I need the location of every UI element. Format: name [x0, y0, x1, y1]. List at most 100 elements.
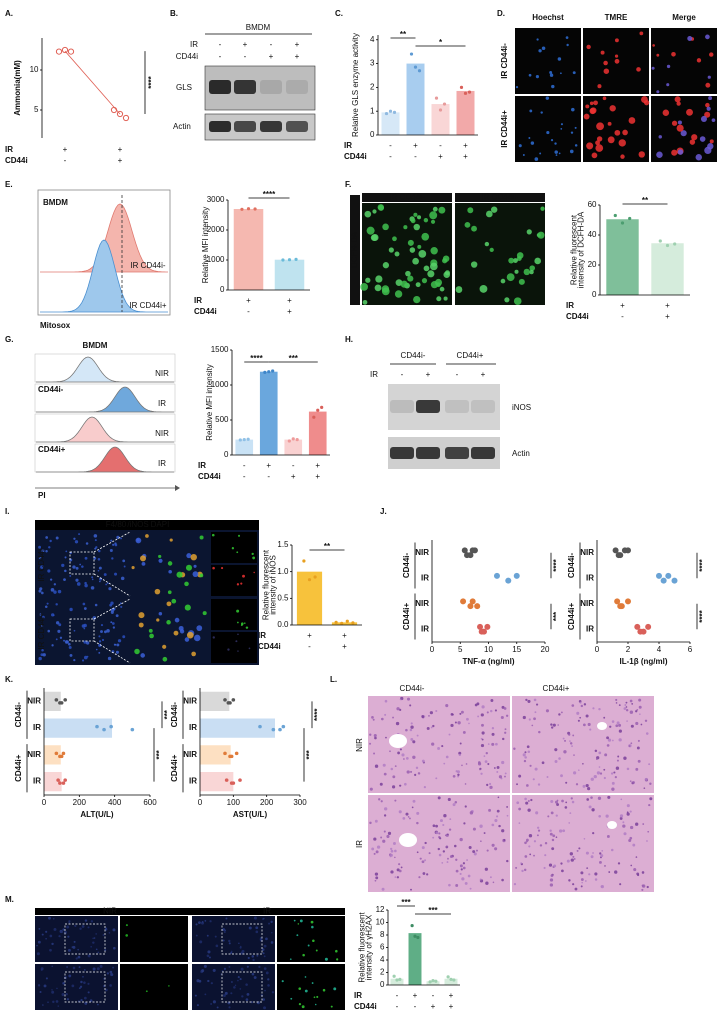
data-point — [240, 207, 244, 211]
cell — [42, 653, 46, 657]
cell — [442, 823, 445, 827]
cell — [105, 583, 108, 586]
cell — [674, 96, 681, 103]
cell — [642, 823, 645, 825]
cell — [540, 206, 545, 211]
cell — [248, 647, 251, 650]
cell — [109, 549, 113, 553]
cell — [534, 257, 542, 265]
bar — [200, 771, 234, 792]
bar — [444, 978, 458, 985]
cell — [546, 130, 550, 135]
cell — [51, 989, 53, 991]
cell — [611, 787, 615, 791]
cell — [617, 862, 621, 865]
cell — [616, 721, 620, 725]
cell — [571, 704, 575, 707]
panel-label: H. — [345, 335, 353, 344]
bar — [200, 718, 275, 738]
cell — [410, 218, 416, 224]
bar — [44, 771, 62, 792]
cell — [421, 860, 425, 864]
cell — [460, 868, 463, 871]
cell — [484, 867, 488, 871]
y-tick-label: 0 — [592, 290, 597, 299]
cell — [60, 930, 63, 934]
cell — [117, 639, 122, 643]
cell — [116, 643, 120, 647]
cell — [643, 787, 646, 789]
cell — [131, 566, 135, 570]
cell — [421, 846, 425, 850]
cell — [569, 812, 572, 815]
cell — [586, 142, 594, 150]
cell — [603, 68, 610, 74]
data-point — [281, 258, 285, 262]
cell — [618, 729, 622, 733]
group-label: CD44i- — [402, 552, 411, 578]
cell — [529, 265, 536, 271]
cell — [576, 849, 579, 852]
data-point — [615, 552, 622, 559]
cell — [372, 209, 377, 214]
cell — [558, 152, 561, 155]
cell — [554, 748, 558, 752]
cell — [87, 954, 91, 958]
cell — [373, 852, 376, 855]
significance-label: *** — [428, 906, 438, 915]
cell — [489, 785, 493, 790]
cell — [545, 96, 550, 100]
cell — [614, 54, 619, 58]
cell — [106, 629, 110, 633]
cell — [298, 987, 302, 990]
cell — [638, 151, 645, 158]
cell — [376, 845, 381, 849]
cell — [438, 832, 441, 835]
cell — [600, 50, 605, 55]
cell — [245, 983, 248, 986]
x-tick-label: 200 — [73, 798, 87, 807]
cell — [79, 563, 82, 566]
condition-value: + — [266, 461, 271, 470]
cell — [554, 759, 558, 763]
cell — [614, 58, 620, 64]
cell — [373, 752, 376, 755]
bar — [233, 209, 264, 290]
condition-value: + — [463, 141, 468, 150]
data-point — [294, 257, 298, 261]
curve-label: IR CD44i+ — [129, 301, 166, 310]
cell — [223, 994, 226, 997]
cell — [597, 84, 602, 89]
cell — [564, 739, 567, 742]
data-point — [438, 108, 443, 112]
cell — [145, 990, 148, 993]
cell — [622, 821, 625, 824]
cell — [374, 872, 379, 876]
cell — [59, 636, 63, 639]
data-point — [612, 547, 619, 554]
cell — [76, 582, 81, 586]
cell — [552, 834, 556, 838]
cell — [572, 855, 575, 858]
cell — [618, 723, 622, 727]
category-label: IR — [586, 624, 594, 633]
cell — [47, 629, 51, 633]
cell — [629, 699, 633, 703]
data-point — [388, 109, 393, 113]
cell — [429, 211, 438, 220]
cell — [290, 997, 293, 1000]
cell — [533, 840, 537, 843]
cell — [421, 759, 425, 763]
cell — [81, 565, 84, 568]
cell — [588, 873, 591, 876]
cell — [374, 764, 379, 768]
cell — [572, 883, 575, 886]
cell — [526, 745, 530, 749]
cell — [530, 798, 533, 802]
condition-value: + — [665, 312, 670, 321]
cell — [252, 556, 256, 560]
cell — [560, 128, 563, 130]
cell — [439, 819, 443, 823]
condition-value: + — [431, 1002, 436, 1011]
x-tick-label: 2 — [626, 645, 631, 654]
